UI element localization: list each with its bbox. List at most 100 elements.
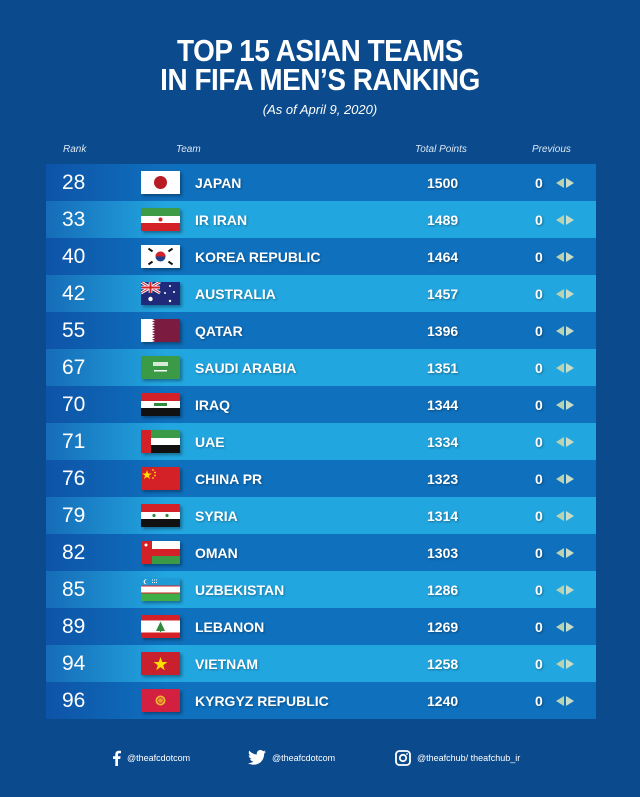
- team-name: UZBEKISTAN: [195, 582, 285, 598]
- team-name: KYRGYZ REPUBLIC: [195, 693, 329, 709]
- total-points: 1258: [427, 656, 459, 672]
- rank-value: 28: [62, 171, 86, 194]
- ranking-table: 28 JAPAN 1500 0 33 IR IRAN 1489 0 40 KOR…: [46, 164, 596, 719]
- total-points: 1344: [427, 397, 459, 413]
- previous-change: 0: [535, 508, 543, 524]
- team-name: UAE: [195, 434, 225, 450]
- previous-change: 0: [535, 286, 543, 302]
- facebook-link[interactable]: @theafcdotcom: [112, 750, 190, 766]
- table-row: 71 UAE 1334 0: [46, 423, 596, 460]
- rank-value: 85: [62, 578, 86, 601]
- table-row: 76 CHINA PR 1323 0: [46, 460, 596, 497]
- previous-change: 0: [535, 249, 543, 265]
- rank-value: 55: [62, 319, 86, 342]
- rank-value: 96: [62, 689, 86, 712]
- team-name: QATAR: [195, 323, 243, 339]
- team-name: SAUDI ARABIA: [195, 360, 297, 376]
- previous-change: 0: [535, 397, 543, 413]
- table-row: 55 QATAR 1396 0: [46, 312, 596, 349]
- no-change-arrows-icon: [556, 510, 576, 522]
- team-name: SYRIA: [195, 508, 238, 524]
- title-line-1: TOP 15 ASIAN TEAMS: [177, 33, 463, 68]
- no-change-arrows-icon: [556, 214, 576, 226]
- twitter-link[interactable]: @theafcdotcom: [248, 750, 335, 765]
- saudi-arabia-flag-icon: [141, 356, 180, 379]
- table-row: 70 IRAQ 1344 0: [46, 386, 596, 423]
- no-change-arrows-icon: [556, 399, 576, 411]
- no-change-arrows-icon: [556, 288, 576, 300]
- instagram-icon: [395, 750, 411, 766]
- previous-change: 0: [535, 212, 543, 228]
- rank-value: 42: [62, 282, 86, 305]
- header-previous: Previous: [532, 144, 571, 155]
- total-points: 1500: [427, 175, 459, 191]
- previous-change: 0: [535, 619, 543, 635]
- page-title: TOP 15 ASIAN TEAMS IN FIFA MEN’S RANKING: [0, 33, 640, 97]
- table-row: 96 KYRGYZ REPUBLIC 1240 0: [46, 682, 596, 719]
- no-change-arrows-icon: [556, 547, 576, 559]
- rank-value: 76: [62, 467, 86, 490]
- title-line-2: IN FIFA MEN’S RANKING: [160, 62, 480, 97]
- no-change-arrows-icon: [556, 177, 576, 189]
- table-row: 82 OMAN 1303 0: [46, 534, 596, 571]
- china-flag-icon: [141, 467, 180, 490]
- team-name: AUSTRALIA: [195, 286, 276, 302]
- instagram-handle: @theafchub/ theafchub_ir: [417, 753, 521, 763]
- table-row: 28 JAPAN 1500 0: [46, 164, 596, 201]
- previous-change: 0: [535, 545, 543, 561]
- no-change-arrows-icon: [556, 473, 576, 485]
- oman-flag-icon: [141, 541, 180, 564]
- previous-change: 0: [535, 656, 543, 672]
- team-name: LEBANON: [195, 619, 265, 635]
- rank-value: 67: [62, 356, 86, 379]
- table-header: Rank Team Total Points Previous: [0, 144, 640, 158]
- rank-value: 94: [62, 652, 86, 675]
- no-change-arrows-icon: [556, 584, 576, 596]
- table-row: 89 LEBANON 1269 0: [46, 608, 596, 645]
- table-row: 85 UZBEKISTAN 1286 0: [46, 571, 596, 608]
- lebanon-flag-icon: [141, 615, 180, 638]
- total-points: 1464: [427, 249, 459, 265]
- date-subtitle: (As of April 9, 2020): [262, 102, 378, 117]
- iran-flag-icon: [141, 208, 180, 231]
- rank-value: 79: [62, 504, 86, 527]
- total-points: 1269: [427, 619, 459, 635]
- syria-flag-icon: [141, 504, 180, 527]
- no-change-arrows-icon: [556, 436, 576, 448]
- vietnam-flag-icon: [141, 652, 180, 675]
- table-row: 33 IR IRAN 1489 0: [46, 201, 596, 238]
- previous-change: 0: [535, 434, 543, 450]
- total-points: 1351: [427, 360, 459, 376]
- team-name: KOREA REPUBLIC: [195, 249, 321, 265]
- header-rank: Rank: [63, 144, 87, 155]
- previous-change: 0: [535, 175, 543, 191]
- previous-change: 0: [535, 582, 543, 598]
- table-row: 67 SAUDI ARABIA 1351 0: [46, 349, 596, 386]
- table-row: 79 SYRIA 1314 0: [46, 497, 596, 534]
- previous-change: 0: [535, 471, 543, 487]
- qatar-flag-icon: [141, 319, 180, 342]
- previous-change: 0: [535, 360, 543, 376]
- table-row: 94 VIETNAM 1258 0: [46, 645, 596, 682]
- instagram-link[interactable]: @theafchub/ theafchub_ir: [395, 750, 520, 766]
- australia-flag-icon: [141, 282, 180, 305]
- twitter-handle: @theafcdotcom: [272, 752, 336, 763]
- facebook-icon: [112, 750, 121, 766]
- no-change-arrows-icon: [556, 621, 576, 633]
- rank-value: 89: [62, 615, 86, 638]
- total-points: 1323: [427, 471, 459, 487]
- no-change-arrows-icon: [556, 251, 576, 263]
- social-footer: @theafcdotcom @theafcdotcom @theafchub/ …: [0, 750, 640, 770]
- no-change-arrows-icon: [556, 695, 576, 707]
- total-points: 1396: [427, 323, 459, 339]
- total-points: 1489: [427, 212, 459, 228]
- team-name: VIETNAM: [195, 656, 258, 672]
- no-change-arrows-icon: [556, 325, 576, 337]
- team-name: OMAN: [195, 545, 238, 561]
- total-points: 1457: [427, 286, 459, 302]
- rank-value: 70: [62, 393, 86, 416]
- rank-value: 33: [62, 208, 86, 231]
- total-points: 1334: [427, 434, 459, 450]
- rank-value: 40: [62, 245, 86, 268]
- rank-value: 71: [62, 430, 86, 453]
